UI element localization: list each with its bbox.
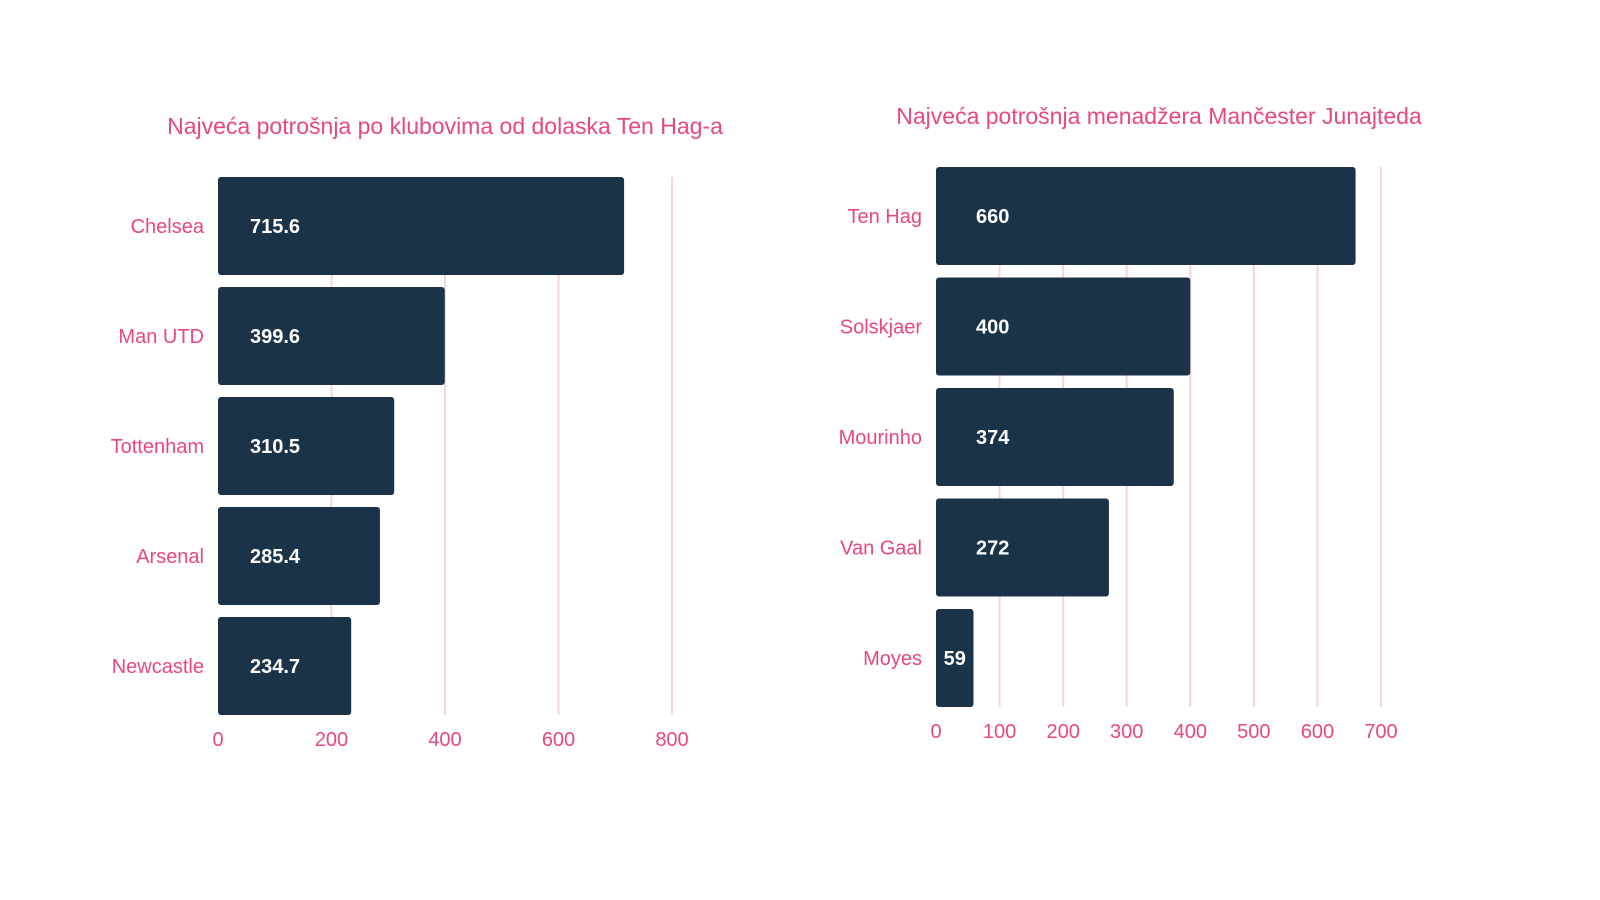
- value-label-left-3: 285.4: [250, 546, 301, 568]
- bar-right-4: [936, 609, 974, 707]
- bar-right-2: [936, 388, 1174, 486]
- tick-label-right-700: 700: [1364, 721, 1397, 743]
- bar-left-3: [218, 507, 380, 605]
- tick-label-right-600: 600: [1301, 721, 1334, 743]
- tick-label-left-200: 200: [315, 729, 348, 751]
- tick-label-right-200: 200: [1046, 721, 1079, 743]
- tick-label-right-0: 0: [930, 721, 941, 743]
- category-label-right-0: Ten Hag: [848, 206, 923, 228]
- tick-label-left-600: 600: [542, 729, 575, 751]
- value-label-right-0: 660: [976, 206, 1009, 228]
- value-label-right-2: 374: [976, 427, 1010, 449]
- bar-right-0: [936, 167, 1356, 265]
- chart-left-title: Najveća potrošnja po klubovima od dolask…: [167, 113, 723, 139]
- chart-right-title: Najveća potrošnja menadžera Mančester Ju…: [896, 103, 1422, 129]
- tick-label-left-800: 800: [655, 729, 688, 751]
- chart-left: Najveća potrošnja po klubovima od dolask…: [111, 113, 723, 751]
- tick-label-right-300: 300: [1110, 721, 1143, 743]
- bar-left-0: [218, 177, 625, 275]
- value-label-left-0: 715.6: [250, 216, 300, 238]
- category-label-left-2: Tottenham: [111, 436, 204, 458]
- category-label-left-0: Chelsea: [131, 216, 205, 238]
- chart-right: Najveća potrošnja menadžera Mančester Ju…: [800, 0, 1600, 900]
- category-label-right-4: Moyes: [863, 648, 922, 670]
- bar-left-2: [218, 397, 395, 495]
- chart-right-svg: Najveća potrošnja menadžera Mančester Ju…: [839, 103, 1422, 743]
- tick-label-left-400: 400: [428, 729, 461, 751]
- chart-left-svg: Najveća potrošnja po klubovima od dolask…: [111, 113, 723, 751]
- value-label-right-1: 400: [976, 317, 1009, 339]
- value-label-left-1: 399.6: [250, 326, 300, 348]
- category-label-right-1: Solskjaer: [840, 317, 923, 339]
- category-label-left-3: Arsenal: [136, 546, 204, 568]
- category-label-left-4: Newcastle: [112, 656, 204, 678]
- value-label-right-3: 272: [976, 538, 1009, 560]
- bar-left-1: [218, 287, 445, 385]
- value-label-left-2: 310.5: [250, 436, 300, 458]
- bar-right-1: [936, 277, 1191, 376]
- value-label-left-4: 234.7: [250, 656, 300, 678]
- category-label-left-1: Man UTD: [118, 326, 204, 348]
- tick-label-right-400: 400: [1174, 721, 1207, 743]
- tick-label-right-500: 500: [1237, 721, 1270, 743]
- category-label-right-2: Mourinho: [839, 427, 922, 449]
- category-label-right-3: Van Gaal: [840, 538, 922, 560]
- bar-right-3: [936, 498, 1109, 597]
- tick-label-right-100: 100: [983, 721, 1016, 743]
- bar-left-4: [218, 617, 352, 715]
- tick-label-left-0: 0: [212, 729, 223, 751]
- value-label-right-4: 59: [944, 648, 966, 670]
